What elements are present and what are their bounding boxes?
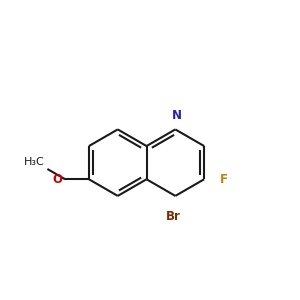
Text: H₃C: H₃C bbox=[23, 158, 44, 167]
Text: N: N bbox=[172, 109, 182, 122]
Text: Br: Br bbox=[166, 210, 181, 223]
Text: O: O bbox=[53, 173, 63, 186]
Text: F: F bbox=[220, 173, 228, 186]
